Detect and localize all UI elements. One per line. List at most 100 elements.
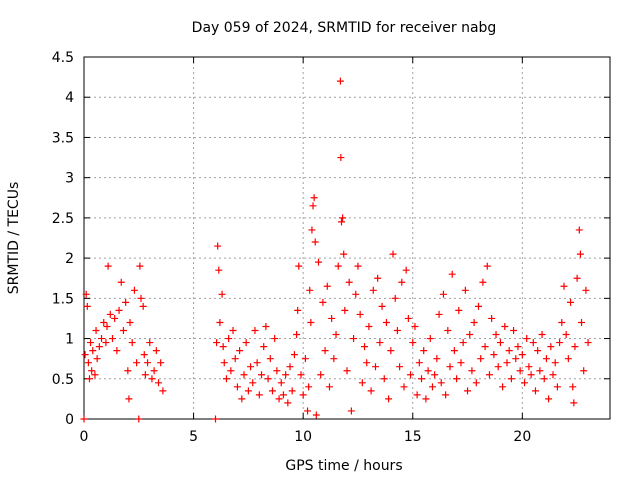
y-tick-label: 0 (65, 412, 74, 428)
data-point (523, 335, 531, 343)
data-point (389, 250, 397, 258)
data-point (277, 379, 285, 387)
y-tick-label: 3 (65, 171, 74, 187)
y-tick-label: 1.5 (52, 291, 74, 307)
data-point (125, 395, 133, 403)
data-point (260, 343, 268, 351)
data-point (117, 278, 125, 286)
data-point (396, 363, 404, 371)
data-point (468, 367, 476, 375)
data-point (229, 327, 237, 335)
data-point (402, 266, 410, 274)
data-point (525, 363, 533, 371)
data-point (144, 359, 152, 367)
data-point (130, 286, 138, 294)
data-point (264, 375, 272, 383)
x-tick-label: 5 (189, 429, 198, 445)
plot-frame (83, 56, 611, 420)
data-point (84, 359, 92, 367)
data-point (354, 262, 362, 270)
data-point (341, 306, 349, 314)
data-point (108, 335, 116, 343)
data-point (88, 367, 96, 375)
data-point (159, 387, 167, 395)
data-point (140, 351, 148, 359)
data-point (290, 351, 298, 359)
data-point (444, 327, 452, 335)
data-point (236, 347, 244, 355)
data-point (516, 367, 524, 375)
data-point (251, 327, 259, 335)
data-point (415, 359, 423, 367)
data-point (551, 359, 559, 367)
data-point (477, 355, 485, 363)
data-point (431, 371, 439, 379)
data-point (582, 286, 590, 294)
data-point (312, 411, 320, 419)
data-point (222, 375, 230, 383)
data-point (518, 351, 526, 359)
y-tick-label: 3.5 (52, 130, 74, 146)
data-point (455, 306, 463, 314)
data-point (119, 327, 127, 335)
data-point (385, 395, 393, 403)
data-point (490, 351, 498, 359)
data-point (95, 343, 103, 351)
data-point (282, 371, 290, 379)
data-point (244, 387, 252, 395)
data-point (380, 375, 388, 383)
data-point (448, 270, 456, 278)
data-point (111, 314, 119, 322)
data-point (466, 331, 474, 339)
data-point (553, 383, 561, 391)
data-point (247, 363, 255, 371)
data-point (470, 318, 478, 326)
data-point (580, 367, 588, 375)
data-point (103, 322, 111, 330)
data-point (350, 335, 358, 343)
data-point (387, 347, 395, 355)
data-point (307, 318, 315, 326)
data-point (330, 355, 338, 363)
data-point (435, 310, 443, 318)
x-tick-label: 15 (404, 429, 422, 445)
data-point (567, 298, 575, 306)
data-point (510, 327, 518, 335)
data-point (576, 250, 584, 258)
data-point (413, 391, 421, 399)
data-point (340, 250, 348, 258)
y-tick-label: 4 (65, 90, 74, 106)
data-point (433, 355, 441, 363)
data-point (124, 367, 132, 375)
y-axis-label: SRMTID / TECUs (6, 182, 22, 295)
data-point (238, 395, 246, 403)
data-point (356, 310, 364, 318)
y-tick-label: 4.5 (52, 50, 74, 66)
data-point (279, 391, 287, 399)
y-tick-label: 0.5 (52, 372, 74, 388)
data-point (499, 383, 507, 391)
data-point (426, 335, 434, 343)
data-point (347, 407, 355, 415)
y-tick-label: 1 (65, 332, 74, 348)
data-point (337, 154, 345, 162)
data-point (437, 379, 445, 387)
data-point (358, 379, 366, 387)
data-point (301, 355, 309, 363)
data-point (492, 331, 500, 339)
data-point (231, 355, 239, 363)
data-point (220, 359, 228, 367)
data-point (418, 375, 426, 383)
data-point (407, 371, 415, 379)
data-point (446, 363, 454, 371)
data-point (521, 379, 529, 387)
data-point (439, 290, 447, 298)
data-point (428, 383, 436, 391)
data-point (450, 347, 458, 355)
data-point (240, 371, 248, 379)
data-point (334, 262, 342, 270)
data-point (115, 306, 123, 314)
data-point (503, 359, 511, 367)
data-point (310, 194, 318, 202)
data-point (255, 391, 263, 399)
